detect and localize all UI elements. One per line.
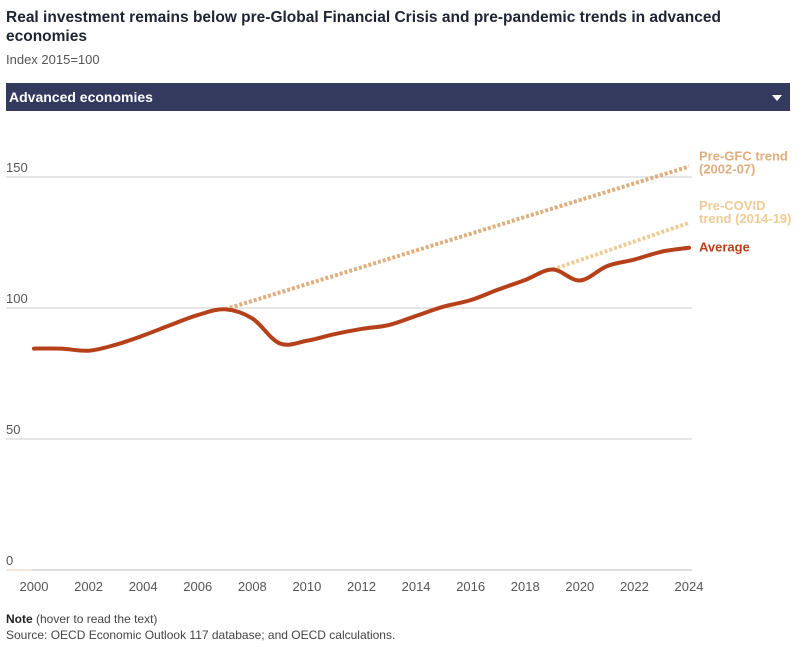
x-tick-label: 2008 xyxy=(238,579,267,594)
x-tick-label: 2002 xyxy=(74,579,103,594)
y-tick-label: 0 xyxy=(6,553,13,568)
series-label-line: trend (2014-19) xyxy=(699,211,791,226)
x-tick-label: 2000 xyxy=(20,579,49,594)
series-label: Average xyxy=(699,240,750,255)
series-line-pre-covid-trend-2014-19[interactable] xyxy=(551,220,690,272)
x-axis-ticks: 2000 2002 2004 2006 2008 2010 2012 2014 2016 2018… xyxy=(20,579,704,594)
y-tick-label: 100 xyxy=(6,291,28,306)
series-label-line: (2002-07) xyxy=(699,162,755,177)
chart-title: Real investment remains below pre-Global… xyxy=(6,9,721,45)
source-text: Source: OECD Economic Outlook 117 databa… xyxy=(6,628,396,642)
series-labels: Pre-GFC trend (2002-07) Pre-COVID trend (20… xyxy=(699,149,791,255)
x-tick-label: 2006 xyxy=(183,579,212,594)
economy-selector[interactable]: Advanced economies xyxy=(6,83,790,111)
chevron-down-icon[interactable] xyxy=(772,95,782,101)
gridlines xyxy=(6,176,692,571)
x-tick-label: 2018 xyxy=(511,579,540,594)
series-label: Pre-GFC trend (2002-07) xyxy=(699,149,788,177)
y-tick-label: 150 xyxy=(6,160,28,175)
economy-selector-label: Advanced economies xyxy=(9,89,153,105)
x-tick-label: 2022 xyxy=(620,579,649,594)
series-line-average[interactable] xyxy=(32,245,691,353)
series-label: Pre-COVID trend (2014-19) xyxy=(699,198,791,226)
x-tick-label: 2020 xyxy=(565,579,594,594)
x-tick-label: 2010 xyxy=(292,579,321,594)
series-lines xyxy=(32,164,691,353)
note-hint: (hover to read the text) xyxy=(36,612,158,626)
chart-subtitle: Index 2015=100 xyxy=(6,52,100,67)
x-tick-label: 2014 xyxy=(402,579,431,594)
note-label: Note xyxy=(6,612,33,626)
series-label-line: Average xyxy=(699,240,750,255)
series-label-line: Pre-COVID xyxy=(699,198,765,213)
y-tick-label: 50 xyxy=(6,422,20,437)
x-tick-label: 2024 xyxy=(675,579,704,594)
x-tick-label: 2012 xyxy=(347,579,376,594)
series-label-line: Pre-GFC trend xyxy=(699,149,788,164)
note[interactable]: Note (hover to read the text) xyxy=(6,612,157,626)
series-line-pre-gfc-trend-2002-07[interactable] xyxy=(224,164,690,312)
y-axis-ticks: 0 50 100 150 xyxy=(6,160,28,568)
x-tick-label: 2004 xyxy=(129,579,158,594)
x-tick-label: 2016 xyxy=(456,579,485,594)
